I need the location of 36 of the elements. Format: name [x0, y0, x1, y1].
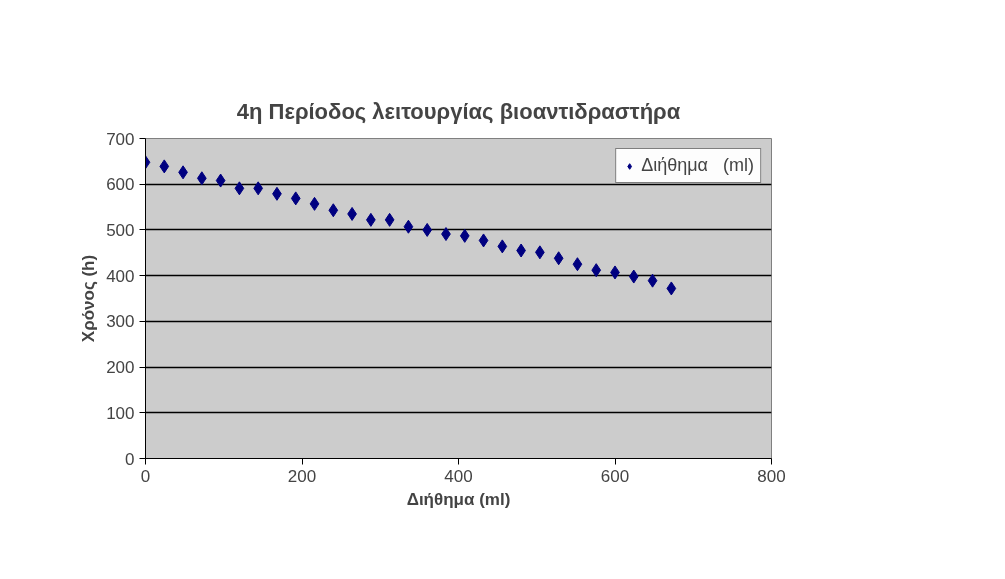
- y-tick-label: 100: [106, 403, 135, 423]
- point: [328, 203, 339, 218]
- point: [234, 181, 245, 196]
- x-axis-title: Διήθημα (ml): [406, 489, 511, 509]
- y-tick-label: 0: [125, 449, 135, 469]
- legend-label: Διήθημα (ml): [641, 155, 754, 176]
- y-tick-label: 500: [106, 220, 135, 240]
- y-tick-label: 200: [106, 358, 135, 378]
- y-tick-label: 400: [106, 266, 135, 286]
- point: [290, 191, 301, 206]
- y-axis-title: Χρόνος (h): [79, 254, 99, 343]
- point: [497, 239, 508, 254]
- chart-title: 4η Περίοδος λειτουργίας βιοαντιδραστήρα: [236, 98, 681, 124]
- point: [628, 269, 639, 284]
- point: [159, 159, 170, 174]
- point: [647, 273, 658, 288]
- point: [478, 233, 489, 248]
- y-tick-label: 700: [106, 129, 135, 149]
- point: [666, 281, 677, 296]
- point: [591, 263, 602, 278]
- point: [459, 228, 470, 243]
- point: [253, 181, 264, 196]
- point: [572, 257, 583, 272]
- x-tick-label: 400: [444, 466, 473, 486]
- point: [403, 219, 414, 234]
- x-tick-label: 600: [600, 466, 630, 486]
- y-tick-label: 600: [106, 175, 135, 195]
- y-tick-label: 300: [106, 312, 135, 332]
- x-tick-label: 200: [287, 466, 317, 486]
- point: [422, 222, 433, 237]
- point: [215, 173, 226, 188]
- x-tick-label: 0: [140, 466, 151, 486]
- x-tick-label: 800: [757, 466, 786, 486]
- point: [309, 196, 320, 211]
- point: [553, 251, 564, 266]
- point: [384, 212, 395, 227]
